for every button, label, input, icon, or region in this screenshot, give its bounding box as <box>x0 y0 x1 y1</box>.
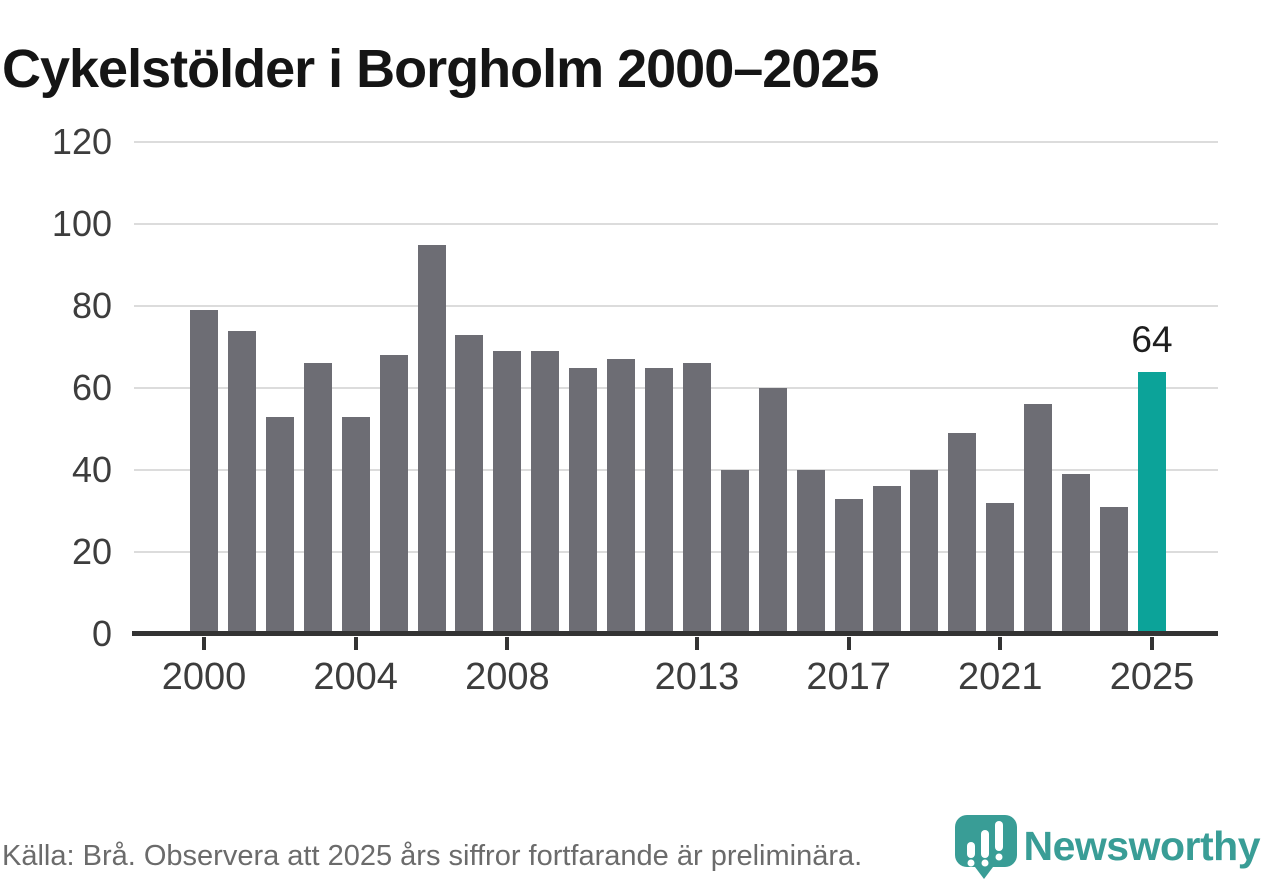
bar-2005 <box>379 355 408 634</box>
bar-2009 <box>531 351 560 634</box>
bar-2001 <box>227 330 256 634</box>
bar-2019 <box>910 470 939 634</box>
x-tick-mark-2025 <box>1150 637 1154 650</box>
newsworthy-pin-barchart-icon <box>953 813 1019 879</box>
x-tick-mark-2000 <box>202 637 206 650</box>
bar-2015 <box>758 388 787 634</box>
y-tick-label-40: 40 <box>71 449 112 490</box>
gridline-y-100 <box>134 223 1218 225</box>
bar-2016 <box>796 470 825 634</box>
chart-title: Cykelstölder i Borgholm 2000–2025 <box>2 39 879 100</box>
x-tick-mark-2004 <box>353 637 358 650</box>
x-tick-mark-2008 <box>505 637 510 650</box>
bar-2012 <box>645 367 674 634</box>
bar-2002 <box>265 416 294 634</box>
bar-2003 <box>303 363 332 634</box>
x-tick-label-2000: 2000 <box>161 656 247 698</box>
source-note: Källa: Brå. Observera att 2025 års siffr… <box>2 840 863 872</box>
x-tick-label-2017: 2017 <box>806 656 891 698</box>
bar-2024 <box>1100 506 1129 634</box>
y-tick-label-20: 20 <box>71 531 112 572</box>
bar-2023 <box>1062 474 1091 634</box>
y-tick-label-100: 100 <box>51 203 112 244</box>
x-tick-mark-2021 <box>998 637 1003 650</box>
bar-2004 <box>341 416 370 634</box>
bar-2014 <box>720 470 749 634</box>
x-tick-mark-2013 <box>694 637 699 650</box>
y-tick-label-80: 80 <box>71 285 112 326</box>
gridline-y-60 <box>134 387 1218 389</box>
gridline-y-40 <box>134 469 1218 471</box>
bar-2021 <box>986 502 1015 634</box>
y-tick-label-60: 60 <box>71 367 112 408</box>
highlight-bar-value-label: 64 <box>1131 318 1173 360</box>
bar-2013 <box>682 363 711 634</box>
y-tick-label-120: 120 <box>51 121 112 162</box>
y-axis-labels: 0 20 40 60 80 100 120 <box>0 121 112 654</box>
plot-area: 2000 2004 2008 2013 2017 2021 2025 64 <box>132 141 1218 698</box>
bar-2022 <box>1024 404 1053 634</box>
bar-2010 <box>569 367 598 634</box>
bar-2020 <box>948 433 977 634</box>
gridline-y-20 <box>134 551 1218 553</box>
x-axis-line <box>132 631 1218 636</box>
x-tick-mark-2017 <box>846 637 851 650</box>
bar-2017 <box>834 498 863 634</box>
bar-2018 <box>872 486 901 634</box>
x-tick-label-2021: 2021 <box>958 656 1043 698</box>
bar-2025 <box>1138 371 1166 634</box>
newsworthy-logo-text: Newsworthy <box>1023 822 1261 869</box>
bar-2007 <box>455 334 484 634</box>
bar-2000 <box>190 310 218 634</box>
bar-2011 <box>607 359 636 634</box>
gridline-y-120 <box>134 141 1218 143</box>
x-tick-label-2004: 2004 <box>313 656 398 698</box>
x-tick-label-2008: 2008 <box>465 656 550 698</box>
y-tick-label-0: 0 <box>91 613 112 654</box>
bar-2006 <box>417 244 446 634</box>
gridline-y-80 <box>134 305 1218 307</box>
newsworthy-logo: Newsworthy <box>953 813 1261 879</box>
x-tick-label-2025: 2025 <box>1109 656 1195 698</box>
bar-2008 <box>493 351 522 634</box>
x-tick-label-2013: 2013 <box>654 656 740 698</box>
